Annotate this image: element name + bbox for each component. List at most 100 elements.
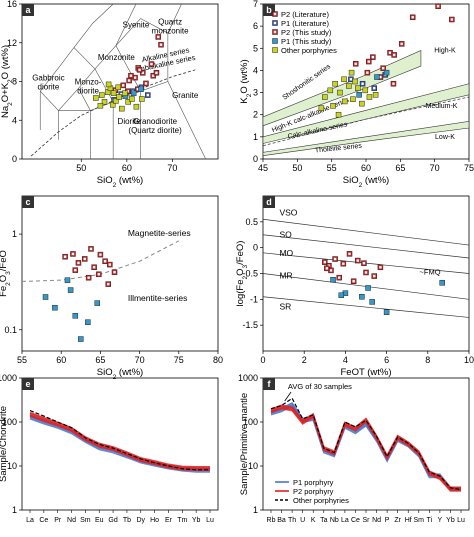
data-point-center <box>159 43 163 46</box>
data-point <box>72 313 79 319</box>
data-point <box>348 69 355 76</box>
x-tick-label: U <box>300 517 305 524</box>
x-tick-label: 4 <box>343 355 348 365</box>
data-point-center <box>136 88 139 91</box>
data-point-center <box>107 282 110 286</box>
x-tick-label: 60 <box>122 163 132 173</box>
x-tick-label: 6 <box>384 355 389 365</box>
y-tick-label: 100 <box>2 417 17 427</box>
x-tick-label: Rb <box>267 517 276 524</box>
y-axis-label: Sample/Primitive mantle <box>239 393 250 495</box>
series-boundary-band <box>262 121 470 157</box>
data-point-center <box>323 260 326 264</box>
x-tick-label: 65 <box>395 163 405 173</box>
field-boundary <box>78 88 91 111</box>
data-point <box>335 111 342 118</box>
data-point <box>322 94 328 100</box>
panel-letter-box <box>22 378 34 390</box>
data-point-center <box>342 262 345 265</box>
data-point-center <box>157 35 160 39</box>
x-tick-label: Ti <box>427 517 433 524</box>
y-tick-label: 6 <box>253 21 258 31</box>
data-point <box>330 103 336 109</box>
data-point <box>355 85 361 91</box>
data-point <box>327 87 334 94</box>
x-tick-label: Nb <box>330 517 339 524</box>
data-point-center <box>141 71 144 74</box>
data-point-center <box>144 82 148 85</box>
data-point-center <box>356 259 359 262</box>
series-line <box>29 409 210 471</box>
data-point <box>115 84 121 91</box>
x-tick-label: 55 <box>17 355 27 365</box>
x-tick-label: Hf <box>405 517 412 524</box>
x-tick-label: Yb <box>192 517 201 524</box>
data-point-center <box>373 86 376 90</box>
field-label: diorite <box>38 83 60 92</box>
data-point <box>116 94 122 100</box>
series-boundary-band <box>262 50 422 127</box>
x-tick-label: 55 <box>327 163 337 173</box>
x-tick-label: 70 <box>167 163 177 173</box>
data-point-center <box>436 5 440 8</box>
legend-label: P2 (Literature) <box>281 10 329 19</box>
field-label: monzonite <box>152 26 189 35</box>
legend-label: P1 (This study) <box>281 37 332 46</box>
legend-marker <box>272 38 278 44</box>
data-point-center <box>354 62 357 65</box>
x-tick-label: Lu <box>206 517 214 524</box>
data-point <box>352 78 358 85</box>
panel-letter: a <box>25 5 31 15</box>
data-point-center <box>388 51 392 54</box>
data-point <box>138 86 144 92</box>
buffer-label: MO <box>279 248 293 258</box>
data-point-center <box>138 68 141 72</box>
x-tick-label: Ba <box>277 517 286 524</box>
series-line <box>29 415 210 472</box>
data-point <box>52 304 58 311</box>
field-label: Gabbroic <box>32 74 64 83</box>
field-label: Magnetite-series <box>128 228 191 238</box>
x-tick-label: P <box>385 517 390 524</box>
buffer-line <box>262 218 470 246</box>
data-point-center <box>113 270 116 274</box>
data-point <box>341 76 347 83</box>
legend-label: Other porphyries <box>281 46 337 55</box>
data-point <box>338 292 345 298</box>
data-point <box>330 276 336 283</box>
x-tick-label: 10 <box>464 355 474 365</box>
y-tick-label: 0 <box>253 154 258 164</box>
data-point-center <box>392 82 395 85</box>
y-tick-label: 10 <box>7 461 17 471</box>
x-axis-label: SiO2 (wt%) <box>97 175 143 189</box>
y-axis-label: Sample/Chondrite <box>0 406 9 482</box>
data-point-center <box>411 16 414 19</box>
data-point-center <box>99 253 102 256</box>
panel-letter-box <box>263 196 275 208</box>
y-axis-label: K2O (wt%) <box>239 59 253 103</box>
x-tick-label: Tb <box>123 517 131 524</box>
y-tick-label: 0 <box>12 154 17 164</box>
x-tick-label: Sm <box>80 517 91 524</box>
x-tick-label: 60 <box>361 163 371 173</box>
y-tick-label: 0.5 <box>245 217 258 227</box>
data-point <box>341 98 348 105</box>
data-point <box>365 285 371 291</box>
data-point <box>113 98 119 104</box>
series-label: Medium-K <box>426 103 458 110</box>
data-point-center <box>352 280 355 283</box>
data-point-center <box>155 71 158 74</box>
legend-label: Other porphyries <box>293 496 349 505</box>
field-label: (Quartz diorite) <box>128 126 182 135</box>
x-axis-label: SiO2 (wt%) <box>97 367 143 381</box>
data-point-center <box>381 67 385 70</box>
data-point-center <box>63 255 67 258</box>
x-tick-label: Sm <box>414 517 425 524</box>
legend-marker <box>272 47 278 53</box>
data-point <box>130 90 137 96</box>
y-tick-label: -0.5 <box>242 269 258 279</box>
x-tick-label: 75 <box>174 355 184 365</box>
panel-letter-box <box>22 4 34 16</box>
data-point <box>332 80 338 87</box>
